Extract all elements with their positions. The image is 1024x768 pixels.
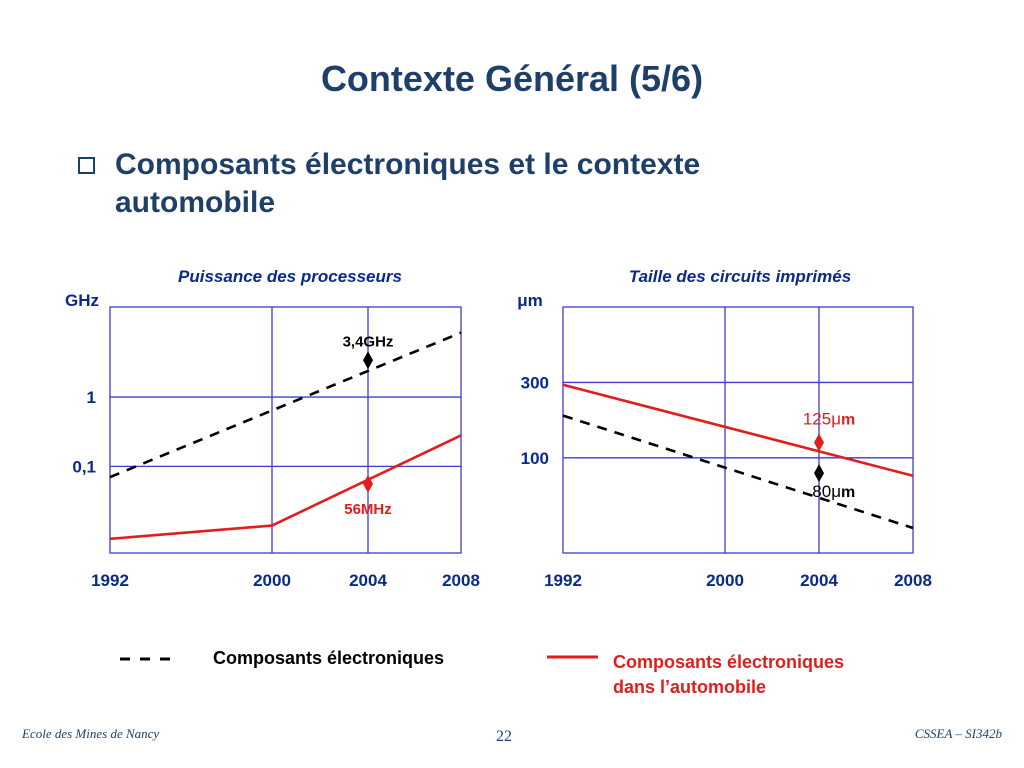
data-point-marker [363,351,373,370]
slide-title: Contexte Général (5/6) [320,58,704,99]
checkbox-bullet-icon [78,157,95,174]
chart-series [109,331,462,541]
x-tick-label: 1992 [91,571,129,590]
y-tick-label: 100 [521,449,549,468]
x-tick-label: 2008 [442,571,480,590]
x-tick-labels: 1992 2000 2004 2008 [91,571,480,590]
x-tick-label: 2008 [894,571,932,590]
footer-school: Ecole des Mines de Nancy [22,726,160,741]
legend-label-red-line2: dans l’automobile [613,677,767,697]
legend-label-black: Composants électroniques [213,648,445,668]
data-point-label: 125μ [803,410,841,429]
footer-course: CSSEA – SI342b [914,726,1002,741]
series-line-solid [562,383,914,478]
chart-title: Puissance des processeurs [178,267,402,286]
data-point-marker [814,464,824,483]
plot-frame [562,306,914,554]
series-line-dashed [109,331,462,479]
data-point-marker [363,474,373,493]
chart-processor-power: Puissance des processeurs GHz 10,1 1992 2… [65,267,480,590]
x-tick-label: 2000 [706,571,744,590]
data-point-label: 56MHz [344,501,392,518]
data-point-label-unit: m [841,412,855,429]
x-tick-label: 2000 [253,571,291,590]
chart-circuit-size: Taille des circuits imprimés μm 300 100 1… [517,267,932,590]
chart-grid [109,306,462,554]
plot-frame [109,306,462,554]
data-point-label: 3,4GHz [343,333,394,350]
x-tick-label: 2004 [800,571,838,590]
y-axis-label: GHz [65,291,99,310]
y-tick-label: 300 [521,373,549,392]
data-point-label: 80μ [812,482,841,501]
y-tick-label: 1 [87,388,96,407]
data-point-marker [814,433,824,452]
chart-series [562,383,914,530]
chart-grid [562,306,914,554]
y-tick-label: 0,1 [72,457,96,476]
data-point-label-unit: m [841,484,855,501]
y-tick-labels: 10,1 [72,388,96,476]
legend-label-red-line1: Composants électroniques [613,652,845,672]
bullet-point: Composants électroniques et le contexte … [78,146,815,222]
bullet-text: Composants électroniques et le contexte … [115,148,701,219]
footer-page-number: 22 [496,728,512,745]
series-line-dashed [562,414,914,530]
x-tick-label: 2004 [349,571,387,590]
x-tick-label: 1992 [544,571,582,590]
legend-label-red: Composants électroniques dans l’automobi… [613,650,844,700]
y-axis-label: μm [517,291,543,310]
series-line-solid [109,434,462,541]
x-tick-labels: 1992 2000 2004 2008 [544,571,932,590]
chart-title: Taille des circuits imprimés [629,267,851,286]
y-tick-labels: 300 100 [521,373,549,467]
chart-markers: 3,4GHz 56MHz [343,333,394,518]
